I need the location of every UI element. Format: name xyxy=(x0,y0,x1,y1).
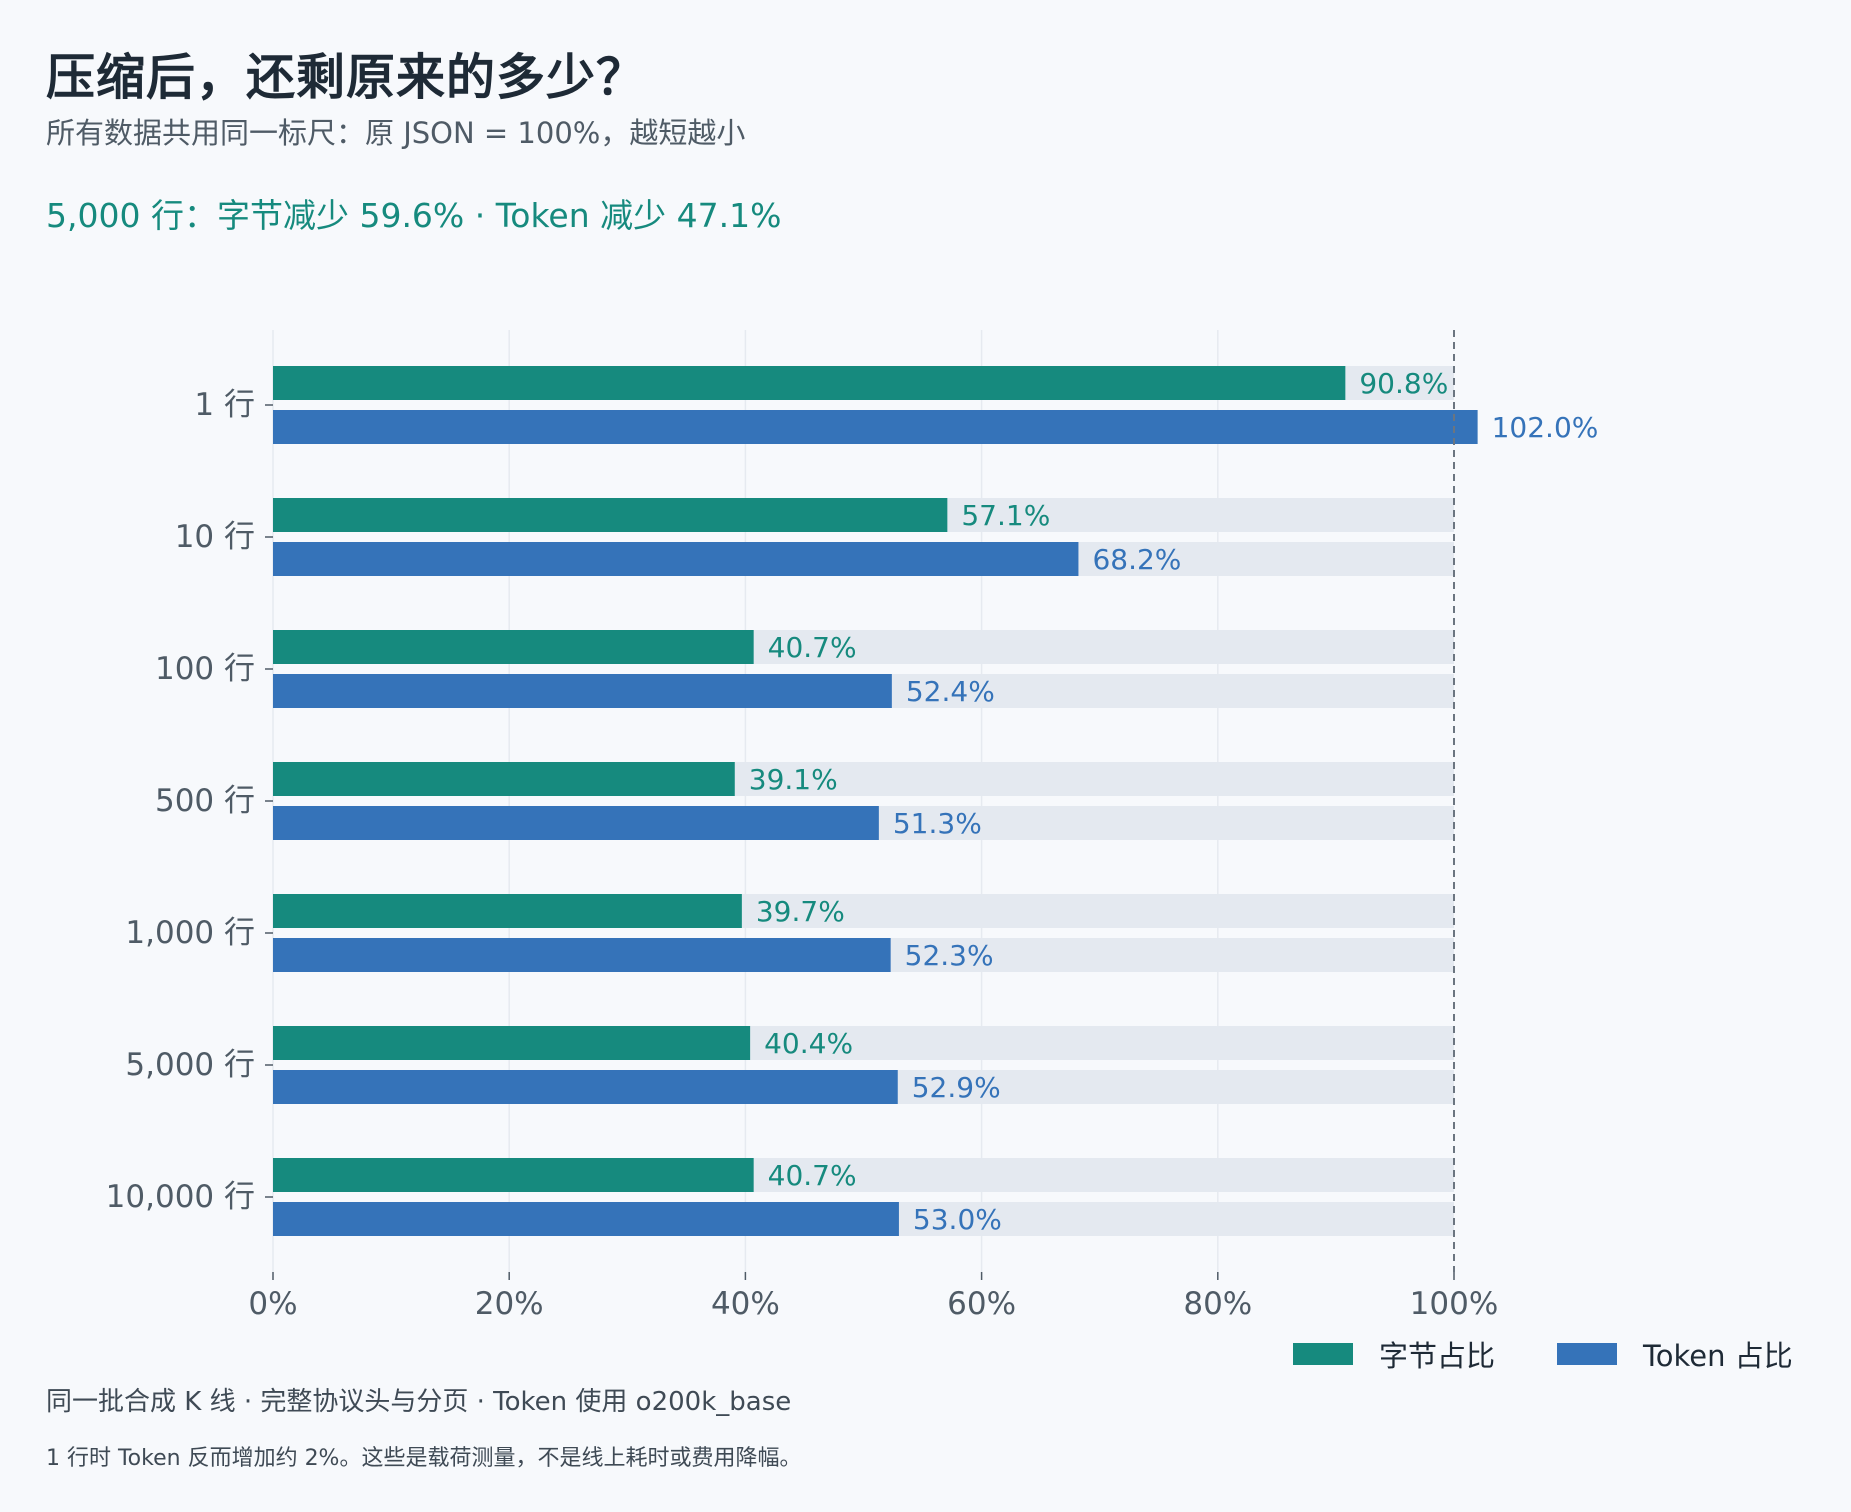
legend-swatch-token xyxy=(1557,1343,1617,1365)
data-label: 51.3% xyxy=(893,807,982,840)
legend-item-bytes: 字节占比 xyxy=(1293,1333,1495,1375)
data-label: 53.0% xyxy=(913,1203,1002,1236)
bar-bytes xyxy=(273,1158,754,1192)
footnote-caveat: 1 行时 Token 反而增加约 2%。这些是载荷测量，不是线上耗时或费用降幅。 xyxy=(46,1446,802,1471)
y-tick-label: 500 行 xyxy=(155,783,255,819)
chart-title: 压缩后，还剩原来的多少？ xyxy=(46,49,647,106)
data-label: 52.9% xyxy=(912,1071,1001,1104)
x-tick-label: 80% xyxy=(1183,1286,1252,1322)
data-label: 68.2% xyxy=(1092,543,1181,576)
bar-token xyxy=(273,542,1079,576)
bar-bytes xyxy=(273,498,948,532)
chart-subtitle: 所有数据共用同一标尺：原 JSON = 100%，越短越小 xyxy=(46,116,746,150)
y-tick-label: 10 行 xyxy=(175,519,255,555)
data-label: 40.4% xyxy=(764,1027,853,1060)
data-label: 40.7% xyxy=(768,631,857,664)
bar-token xyxy=(273,1070,898,1104)
bar-token xyxy=(273,806,879,840)
data-label: 102.0% xyxy=(1492,411,1599,444)
data-label: 52.3% xyxy=(905,939,994,972)
legend-item-token: Token 占比 xyxy=(1557,1333,1793,1375)
x-tick-label: 20% xyxy=(475,1286,544,1322)
y-tick-label: 100 行 xyxy=(155,651,255,687)
data-label: 90.8% xyxy=(1359,367,1448,400)
bar-bytes xyxy=(273,630,754,664)
bar-token xyxy=(273,674,892,708)
data-label: 39.1% xyxy=(749,763,838,796)
data-label: 57.1% xyxy=(961,499,1050,532)
footnote-method: 同一批合成 K 线 · 完整协议头与分页 · Token 使用 o200k_ba… xyxy=(46,1387,792,1417)
bar-token xyxy=(273,1202,899,1236)
y-tick-label: 1,000 行 xyxy=(125,915,255,951)
highlight-summary: 5,000 行：字节减少 59.6% · Token 减少 47.1% xyxy=(46,196,782,235)
x-tick-label: 100% xyxy=(1410,1286,1499,1322)
data-label: 52.4% xyxy=(906,675,995,708)
bar-bytes xyxy=(273,1026,751,1060)
y-tick-label: 10,000 行 xyxy=(106,1179,255,1215)
y-tick-label: 5,000 行 xyxy=(125,1047,255,1083)
legend-swatch-bytes xyxy=(1293,1343,1353,1365)
x-tick-label: 40% xyxy=(711,1286,780,1322)
y-tick-label: 1 行 xyxy=(194,387,255,423)
bar-bytes xyxy=(273,366,1346,400)
x-tick-label: 0% xyxy=(248,1286,297,1322)
bar-bytes xyxy=(273,762,735,796)
bar-token xyxy=(273,938,891,972)
bar-token xyxy=(273,410,1478,444)
legend-label-bytes: 字节占比 xyxy=(1379,1339,1496,1373)
legend-label-token: Token 占比 xyxy=(1643,1339,1793,1373)
data-label: 39.7% xyxy=(756,895,845,928)
data-label: 40.7% xyxy=(768,1159,857,1192)
x-tick-label: 60% xyxy=(947,1286,1016,1322)
bar-bytes xyxy=(273,894,742,928)
